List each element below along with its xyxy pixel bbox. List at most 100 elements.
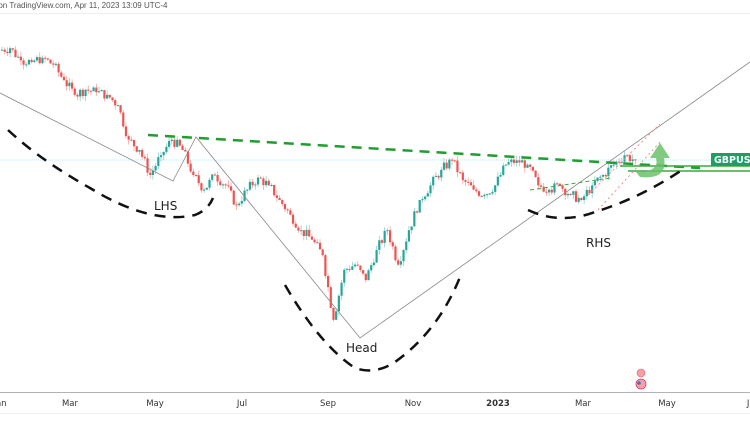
candle xyxy=(122,112,125,127)
candle xyxy=(593,180,596,186)
candle xyxy=(283,204,287,210)
candle xyxy=(375,250,378,263)
candle xyxy=(154,165,157,171)
candle xyxy=(340,282,343,296)
candle xyxy=(397,260,400,265)
candle xyxy=(620,161,623,163)
candle xyxy=(229,186,233,191)
candle xyxy=(300,230,303,232)
candle xyxy=(141,150,144,157)
candle xyxy=(100,90,103,92)
candle xyxy=(372,262,375,266)
candle xyxy=(116,105,119,107)
candle xyxy=(14,49,17,58)
candle xyxy=(496,176,499,186)
candle xyxy=(0,49,4,51)
price-tag xyxy=(711,153,750,166)
candle xyxy=(467,181,470,183)
candle xyxy=(491,191,494,194)
candle xyxy=(256,177,260,185)
candle xyxy=(380,240,384,243)
event-flag-us-icon[interactable] xyxy=(635,378,647,390)
candle xyxy=(588,189,591,194)
candle xyxy=(604,175,607,177)
candle xyxy=(30,59,33,63)
candle xyxy=(6,51,9,54)
candle xyxy=(103,90,106,99)
candle xyxy=(432,176,435,186)
candle xyxy=(459,172,462,174)
candle xyxy=(248,181,252,190)
candle xyxy=(353,264,357,267)
candle xyxy=(326,275,330,288)
candle xyxy=(235,204,238,206)
candle xyxy=(68,82,71,87)
channel-line-lower[interactable] xyxy=(597,139,663,211)
candle xyxy=(89,90,93,92)
candle xyxy=(213,174,216,176)
candle xyxy=(539,185,543,187)
candle xyxy=(173,139,176,147)
candle xyxy=(275,195,278,198)
lhs-curve[interactable] xyxy=(7,129,215,219)
chart-header: Published on TradingView.com, Apr 11, 20… xyxy=(0,0,750,14)
candle xyxy=(221,184,225,186)
candle xyxy=(60,72,63,77)
candle xyxy=(318,242,322,250)
candle xyxy=(132,139,136,147)
candle xyxy=(494,185,497,192)
candle xyxy=(356,264,359,266)
candle xyxy=(477,191,481,196)
candle xyxy=(270,184,273,186)
candle xyxy=(243,190,246,201)
candle xyxy=(232,190,235,205)
candle xyxy=(537,177,540,186)
candle xyxy=(170,139,173,141)
pattern-trendline[interactable] xyxy=(0,61,750,339)
candle xyxy=(472,185,475,190)
candle xyxy=(286,209,289,211)
candles xyxy=(0,46,637,322)
candle xyxy=(488,193,491,195)
candle xyxy=(157,157,160,166)
candle xyxy=(97,91,101,93)
candle xyxy=(291,214,295,224)
head-curve[interactable] xyxy=(283,271,464,372)
channel-line-upper[interactable] xyxy=(587,123,661,196)
time-axis[interactable]: Jan Mar May Jul Sep Nov 2023 Mar May Jul xyxy=(0,399,750,409)
candle xyxy=(437,175,440,178)
candle xyxy=(57,63,60,73)
event-flag-icon[interactable] xyxy=(636,368,646,378)
candle xyxy=(542,186,545,192)
candle xyxy=(238,203,241,206)
x-tick-label: Sep xyxy=(320,399,336,409)
candle xyxy=(178,139,181,146)
neckline[interactable] xyxy=(147,133,701,170)
candle xyxy=(130,139,133,141)
candle xyxy=(475,189,478,192)
rhs-curve[interactable] xyxy=(527,168,683,220)
candle xyxy=(413,211,416,227)
candle xyxy=(515,160,518,163)
candle xyxy=(504,164,508,166)
candle xyxy=(591,185,594,194)
published-note: Published on TradingView.com, Apr 11, 20… xyxy=(0,1,168,10)
candle xyxy=(612,164,615,166)
candle xyxy=(211,174,214,180)
candle xyxy=(378,240,381,250)
candle xyxy=(216,175,219,182)
candle xyxy=(165,146,168,152)
candle xyxy=(62,76,66,81)
breakout-arrow-icon xyxy=(636,143,670,178)
candle xyxy=(203,189,206,191)
candle xyxy=(391,242,394,247)
candle xyxy=(310,236,314,240)
candle xyxy=(329,287,332,308)
candle xyxy=(564,188,567,196)
candle xyxy=(634,159,637,161)
candle xyxy=(370,265,373,271)
candle xyxy=(631,159,634,162)
candle xyxy=(534,170,537,178)
candle xyxy=(440,169,443,178)
